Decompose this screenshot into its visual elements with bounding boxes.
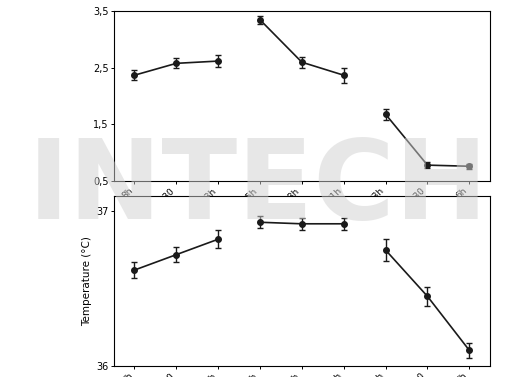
Y-axis label: Temperature (°C): Temperature (°C) (82, 236, 92, 326)
Text: INTECH: INTECH (27, 135, 489, 242)
